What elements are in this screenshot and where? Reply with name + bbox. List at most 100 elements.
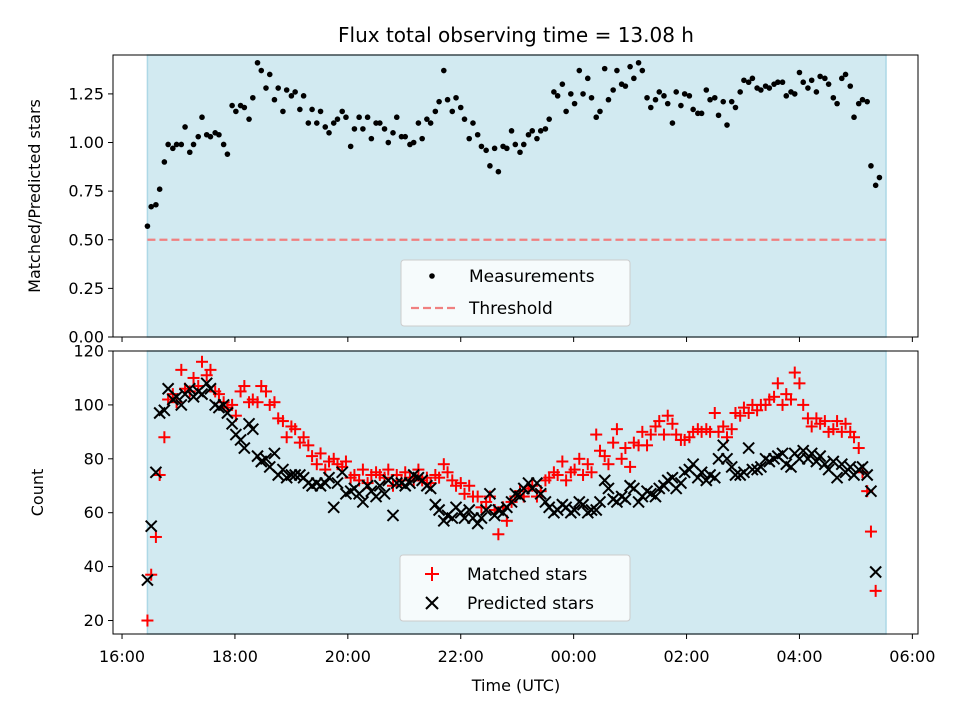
predicted-star-point [221, 406, 234, 420]
measurement-point [673, 89, 679, 95]
predicted-star-point [446, 511, 459, 525]
predicted-stars-points [141, 377, 882, 587]
measurement-point [402, 133, 409, 140]
matched-star-point [577, 468, 590, 481]
matched-star-point [602, 458, 615, 471]
bottom-legend-box [399, 554, 631, 622]
measurement-point [186, 149, 193, 156]
measurement-point [707, 96, 713, 103]
measurement-point [436, 98, 442, 105]
measurement-point [385, 139, 392, 146]
measurement-point [847, 83, 854, 89]
predicted-star-point [403, 476, 417, 490]
predicted-star-point [674, 476, 688, 490]
predicted-star-point [319, 476, 332, 490]
predicted-star-point [463, 503, 476, 517]
predicted-star-point [746, 463, 759, 476]
matched-star-point [742, 406, 755, 419]
predicted-star-point [195, 387, 209, 401]
measurement-point [568, 91, 574, 97]
matched-star-point [590, 428, 603, 441]
top-legend: Measurements Threshold [400, 259, 631, 327]
predicted-star-point [429, 498, 442, 511]
matched-star-point [302, 439, 315, 452]
predicted-star-point [619, 493, 632, 506]
top-y-tick-label: 0.00 [68, 328, 104, 347]
predicted-star-point [471, 517, 484, 530]
predicted-star-point [818, 457, 832, 471]
matched-star-point [818, 415, 831, 428]
predicted-star-point [424, 482, 437, 495]
predicted-star-point [479, 503, 493, 517]
legend-predicted-marker [425, 596, 439, 610]
matched-star-point [636, 425, 649, 438]
top-panel: 0.00 0.25 0.50 0.75 1.00 1.25 Matched/Predict… [25, 54, 919, 347]
matched-star-point [657, 428, 670, 441]
predicted-star-point [534, 487, 547, 501]
predicted-star-point [729, 468, 742, 482]
measurement-point [254, 59, 261, 66]
x-axis-label: Time (UTC) [471, 676, 560, 695]
matched-star-point [619, 442, 632, 455]
measurement-point [588, 94, 595, 101]
predicted-star-point [496, 506, 510, 519]
bottom-y-tick-label: 20 [84, 611, 104, 630]
measurement-point [656, 89, 663, 95]
measurement-point [144, 223, 151, 229]
measurement-point [597, 108, 603, 115]
measurement-point [728, 98, 735, 105]
predicted-star-point [717, 439, 730, 452]
predicted-star-point [576, 498, 590, 511]
matched-star-point [356, 463, 369, 476]
measurement-point [534, 135, 540, 142]
predicted-star-point [754, 460, 768, 474]
measurement-point [593, 114, 600, 121]
measurement-point [390, 129, 396, 136]
matched-star-point [839, 417, 852, 430]
measurement-point [317, 108, 324, 115]
matched-star-point [831, 415, 844, 428]
measurement-point [838, 75, 845, 82]
measurement-point [537, 128, 544, 134]
bottom-y-tick-label: 120 [73, 342, 104, 361]
matched-star-point [339, 455, 352, 468]
measurement-point [241, 104, 248, 111]
measurement-point [554, 93, 561, 99]
matched-star-point [441, 466, 454, 479]
measurement-point [271, 96, 278, 103]
matched-star-point [607, 436, 620, 449]
predicted-star-point [590, 503, 603, 517]
measurement-point [495, 168, 502, 175]
matched-star-point [259, 385, 272, 398]
measurement-point [639, 67, 646, 74]
measurement-point [356, 114, 362, 121]
matched-star-point [463, 479, 476, 492]
measurement-point [288, 93, 295, 99]
predicted-star-point [225, 417, 239, 430]
measurement-point [551, 89, 557, 95]
measurement-point [368, 135, 375, 142]
measurement-point [478, 143, 485, 150]
bottom-legend: Matched stars Predicted stars [399, 554, 631, 622]
predicted-star-point [844, 460, 857, 474]
measurement-point [661, 93, 667, 99]
measurement-point [842, 71, 849, 78]
predicted-star-point [708, 471, 721, 484]
predicted-star-point [737, 466, 751, 479]
predicted-star-point [691, 471, 705, 484]
measurement-point [207, 133, 214, 140]
predicted-star-point [568, 503, 581, 517]
measurement-point [165, 141, 171, 148]
bottom-y-tick-label: 60 [84, 503, 104, 522]
predicted-star-point [149, 466, 163, 479]
measurement-point [644, 94, 650, 101]
measurement-point [424, 116, 430, 122]
measurement-point [720, 98, 727, 105]
measurement-point [292, 89, 298, 95]
matched-star-point [280, 431, 293, 444]
matched-star-point [708, 406, 721, 419]
measurement-point [605, 96, 612, 103]
predicted-star-point [217, 398, 230, 412]
measurement-point [266, 71, 273, 78]
measurement-point [749, 75, 756, 82]
